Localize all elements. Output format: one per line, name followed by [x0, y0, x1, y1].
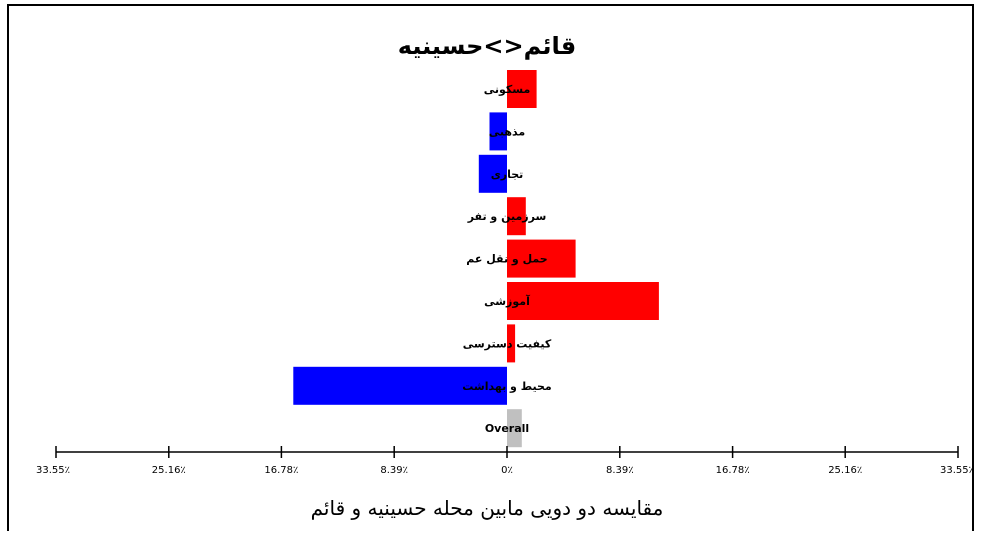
category-label-6: آموزشی: [484, 294, 530, 308]
tick-label-5: 0٪: [501, 465, 513, 476]
bar-2: [489, 112, 507, 151]
chart-title: قائم<>حسینیه: [398, 32, 576, 60]
tick-label-1: 33.55٪: [36, 465, 70, 476]
category-label-5: حمل و نقل عم: [466, 253, 547, 266]
tick-label-6: 8.39٪: [606, 465, 634, 476]
tick-label-3: 16.78٪: [264, 465, 298, 476]
tick-label-9: 33.55٪: [940, 465, 974, 476]
bar-8: [293, 366, 507, 405]
tick-label-4: 8.39٪: [380, 465, 408, 476]
category-label-7: کیفیت دسترسی: [463, 337, 552, 350]
bar-3: [478, 154, 507, 193]
bar-1: [507, 70, 537, 108]
category-label-8: محیط و بهداشت: [462, 380, 551, 393]
bar-6: [507, 282, 659, 320]
bars-group: [293, 70, 659, 448]
category-label-3: تجاری: [491, 168, 524, 181]
bar-4: [507, 197, 526, 236]
tick-label-7: 16.78٪: [716, 465, 750, 476]
chart-frame: [7, 4, 974, 531]
category-label-2: مذهبی: [489, 125, 525, 138]
tick-label-8: 25.16٪: [828, 465, 862, 476]
category-label-9: Overall: [485, 422, 529, 435]
x-axis-label: مقایسه دو دویی مابین محله حسینیه و قائم: [311, 496, 664, 520]
category-label-4: سرزمین و تفر: [467, 210, 547, 223]
bar-9: [507, 409, 522, 448]
category-label-1: مسکونی: [484, 83, 531, 96]
bar-5: [507, 239, 576, 278]
bar-7: [507, 324, 516, 363]
category-labels-group: مسکونی مذهبی تجاری سرزمین و تفر حمل و نقل عم…: [462, 83, 552, 435]
ticks-group: 33.55٪ 25.16٪ 16.78٪ 8.39٪ 0٪ 8.39٪ 16.78٪ 25.1…: [36, 446, 974, 476]
tick-label-2: 25.16٪: [152, 465, 186, 476]
